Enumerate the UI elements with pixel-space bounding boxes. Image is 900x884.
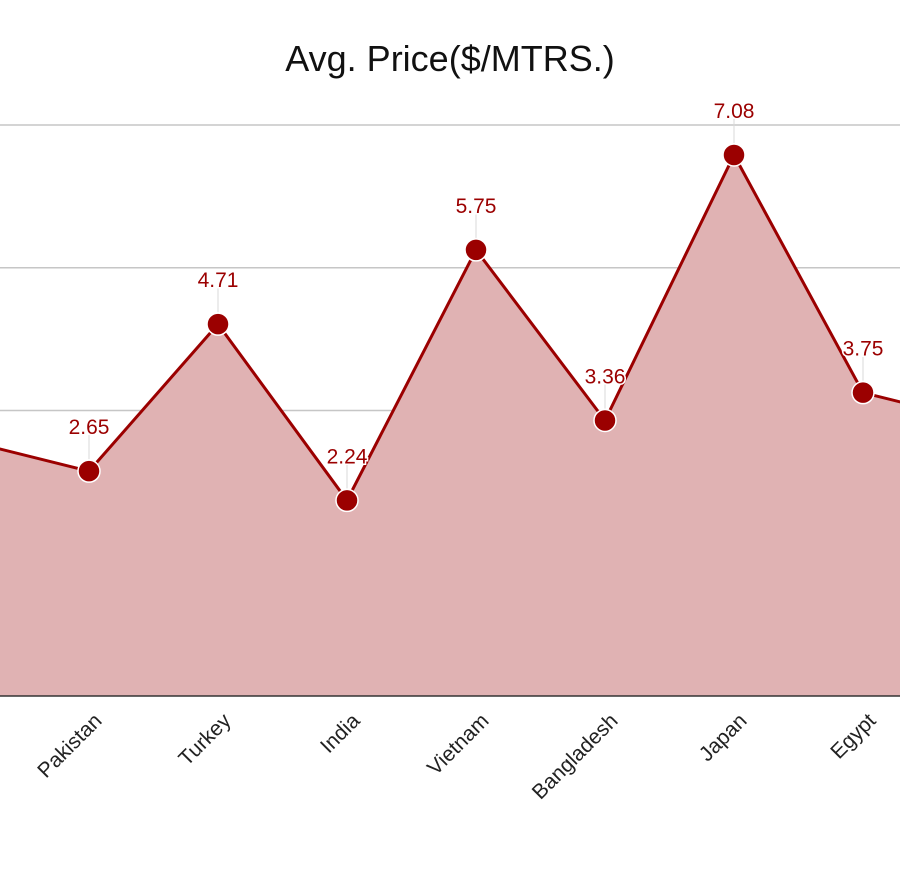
- data-label: 2.65: [69, 416, 110, 439]
- data-point: [593, 408, 617, 433]
- data-point: [722, 143, 746, 167]
- x-tick-label: Bangladesh: [528, 709, 623, 804]
- x-axis-tick-labels: Pakistan Turkey India Vietnam Bangladesh Japa…: [33, 709, 880, 804]
- data-label: 3.75: [843, 338, 884, 361]
- data-label: 5.75: [456, 195, 497, 218]
- data-label: 4.71: [198, 269, 239, 292]
- data-labels: 2.65 4.71 2.24 5.75 3.36 7.08 3.75: [67, 98, 885, 469]
- data-point: [77, 459, 101, 483]
- chart-title: Avg. Price($/MTRS.): [285, 38, 615, 79]
- x-tick-label: Pakistan: [33, 709, 106, 782]
- data-label: 3.36: [585, 365, 626, 388]
- x-tick-label: Japan: [695, 709, 752, 766]
- x-tick-label: Egypt: [826, 709, 880, 763]
- x-tick-label: Vietnam: [423, 709, 493, 779]
- data-point: [851, 380, 875, 405]
- data-point: [464, 238, 488, 262]
- data-point: [206, 312, 230, 336]
- x-tick-label: Turkey: [174, 709, 235, 770]
- data-points: [77, 143, 875, 513]
- x-tick-label: India: [316, 709, 365, 758]
- data-label: 2.24: [327, 445, 368, 468]
- area-fill: [0, 154, 900, 696]
- data-label: 7.08: [714, 100, 755, 123]
- data-point: [335, 488, 359, 513]
- label-leaders: [88, 118, 864, 489]
